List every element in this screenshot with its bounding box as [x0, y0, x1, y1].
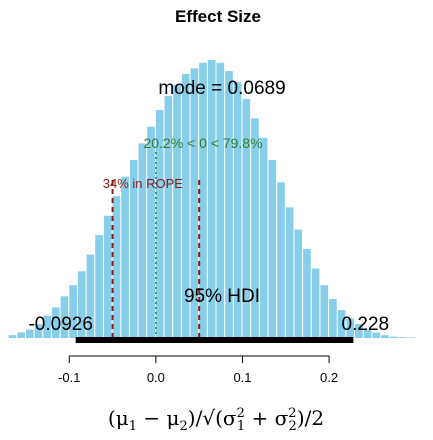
histogram-bar: [34, 324, 43, 338]
histogram-bar: [95, 235, 103, 338]
histogram-bar: [77, 271, 86, 338]
histogram-bar: [363, 329, 372, 338]
histogram-bar: [51, 307, 60, 338]
x-tick-label: 0.0: [147, 370, 165, 385]
x-tick-label: 0.1: [233, 370, 251, 385]
x-axis: -0.1 0.0 0.1 0.2: [58, 355, 338, 385]
comparison-label: 20.2% < 0 < 79.8%: [143, 135, 262, 151]
histogram-bar: [355, 324, 363, 338]
histogram-bar: [112, 196, 121, 338]
histogram-bar: [225, 71, 233, 339]
chart-title: Effect Size: [175, 7, 261, 26]
histogram-bar: [190, 68, 199, 338]
hdi-high-label: 0.228: [342, 314, 390, 335]
histogram-bar: [155, 110, 164, 338]
histogram-bar: [173, 85, 181, 339]
histogram-bar: [320, 285, 329, 338]
histogram-bar: [147, 126, 155, 338]
histogram-bar: [389, 336, 398, 338]
histogram-bar: [216, 62, 225, 338]
histogram-bar: [251, 118, 259, 338]
histogram-bar: [329, 299, 337, 338]
histogram-bar: [259, 137, 268, 338]
histogram-bar: [164, 96, 173, 338]
histogram-bar: [181, 73, 190, 339]
histogram-bar: [86, 254, 95, 338]
x-axis-label: (μ1 − μ2)/√(σ2 1 + σ2 2)/2: [108, 406, 324, 434]
hdi-low-label: -0.0926: [28, 314, 92, 335]
histogram-bar: [129, 160, 138, 338]
histogram-bar: [207, 60, 216, 338]
histogram-bar: [103, 215, 112, 338]
histogram-bar: [268, 160, 277, 338]
histogram-bar: [242, 98, 251, 338]
histogram-bar: [311, 268, 320, 338]
histogram-bar: [294, 229, 303, 338]
histogram-bar: [43, 315, 51, 338]
histogram-bar: [69, 285, 77, 338]
histogram-bar: [407, 337, 415, 338]
histogram-bars: [8, 60, 415, 339]
rope-label: 34% in ROPE: [103, 176, 184, 191]
x-tick-label: -0.1: [58, 370, 80, 385]
histogram-bar: [8, 335, 17, 338]
histogram-bar: [233, 82, 242, 339]
histogram-bar: [346, 318, 355, 338]
histogram-bar: [285, 207, 294, 338]
histogram-bar: [303, 249, 311, 338]
histogram-bar: [381, 335, 389, 338]
histogram-bar: [199, 62, 207, 338]
histogram-bar: [17, 332, 25, 338]
histogram-bar: [372, 332, 381, 338]
histogram-bar: [398, 337, 407, 338]
histogram-bar: [25, 329, 34, 338]
histogram-bar: [121, 176, 129, 338]
histogram-bar: [277, 182, 285, 338]
histogram-bar: [60, 296, 69, 338]
hdi-label: 95% HDI: [184, 286, 260, 307]
histogram-bar: [337, 310, 346, 338]
mode-label: mode = 0.0689: [158, 78, 285, 99]
histogram-bar: [138, 143, 147, 338]
x-tick-label: 0.2: [320, 370, 338, 385]
